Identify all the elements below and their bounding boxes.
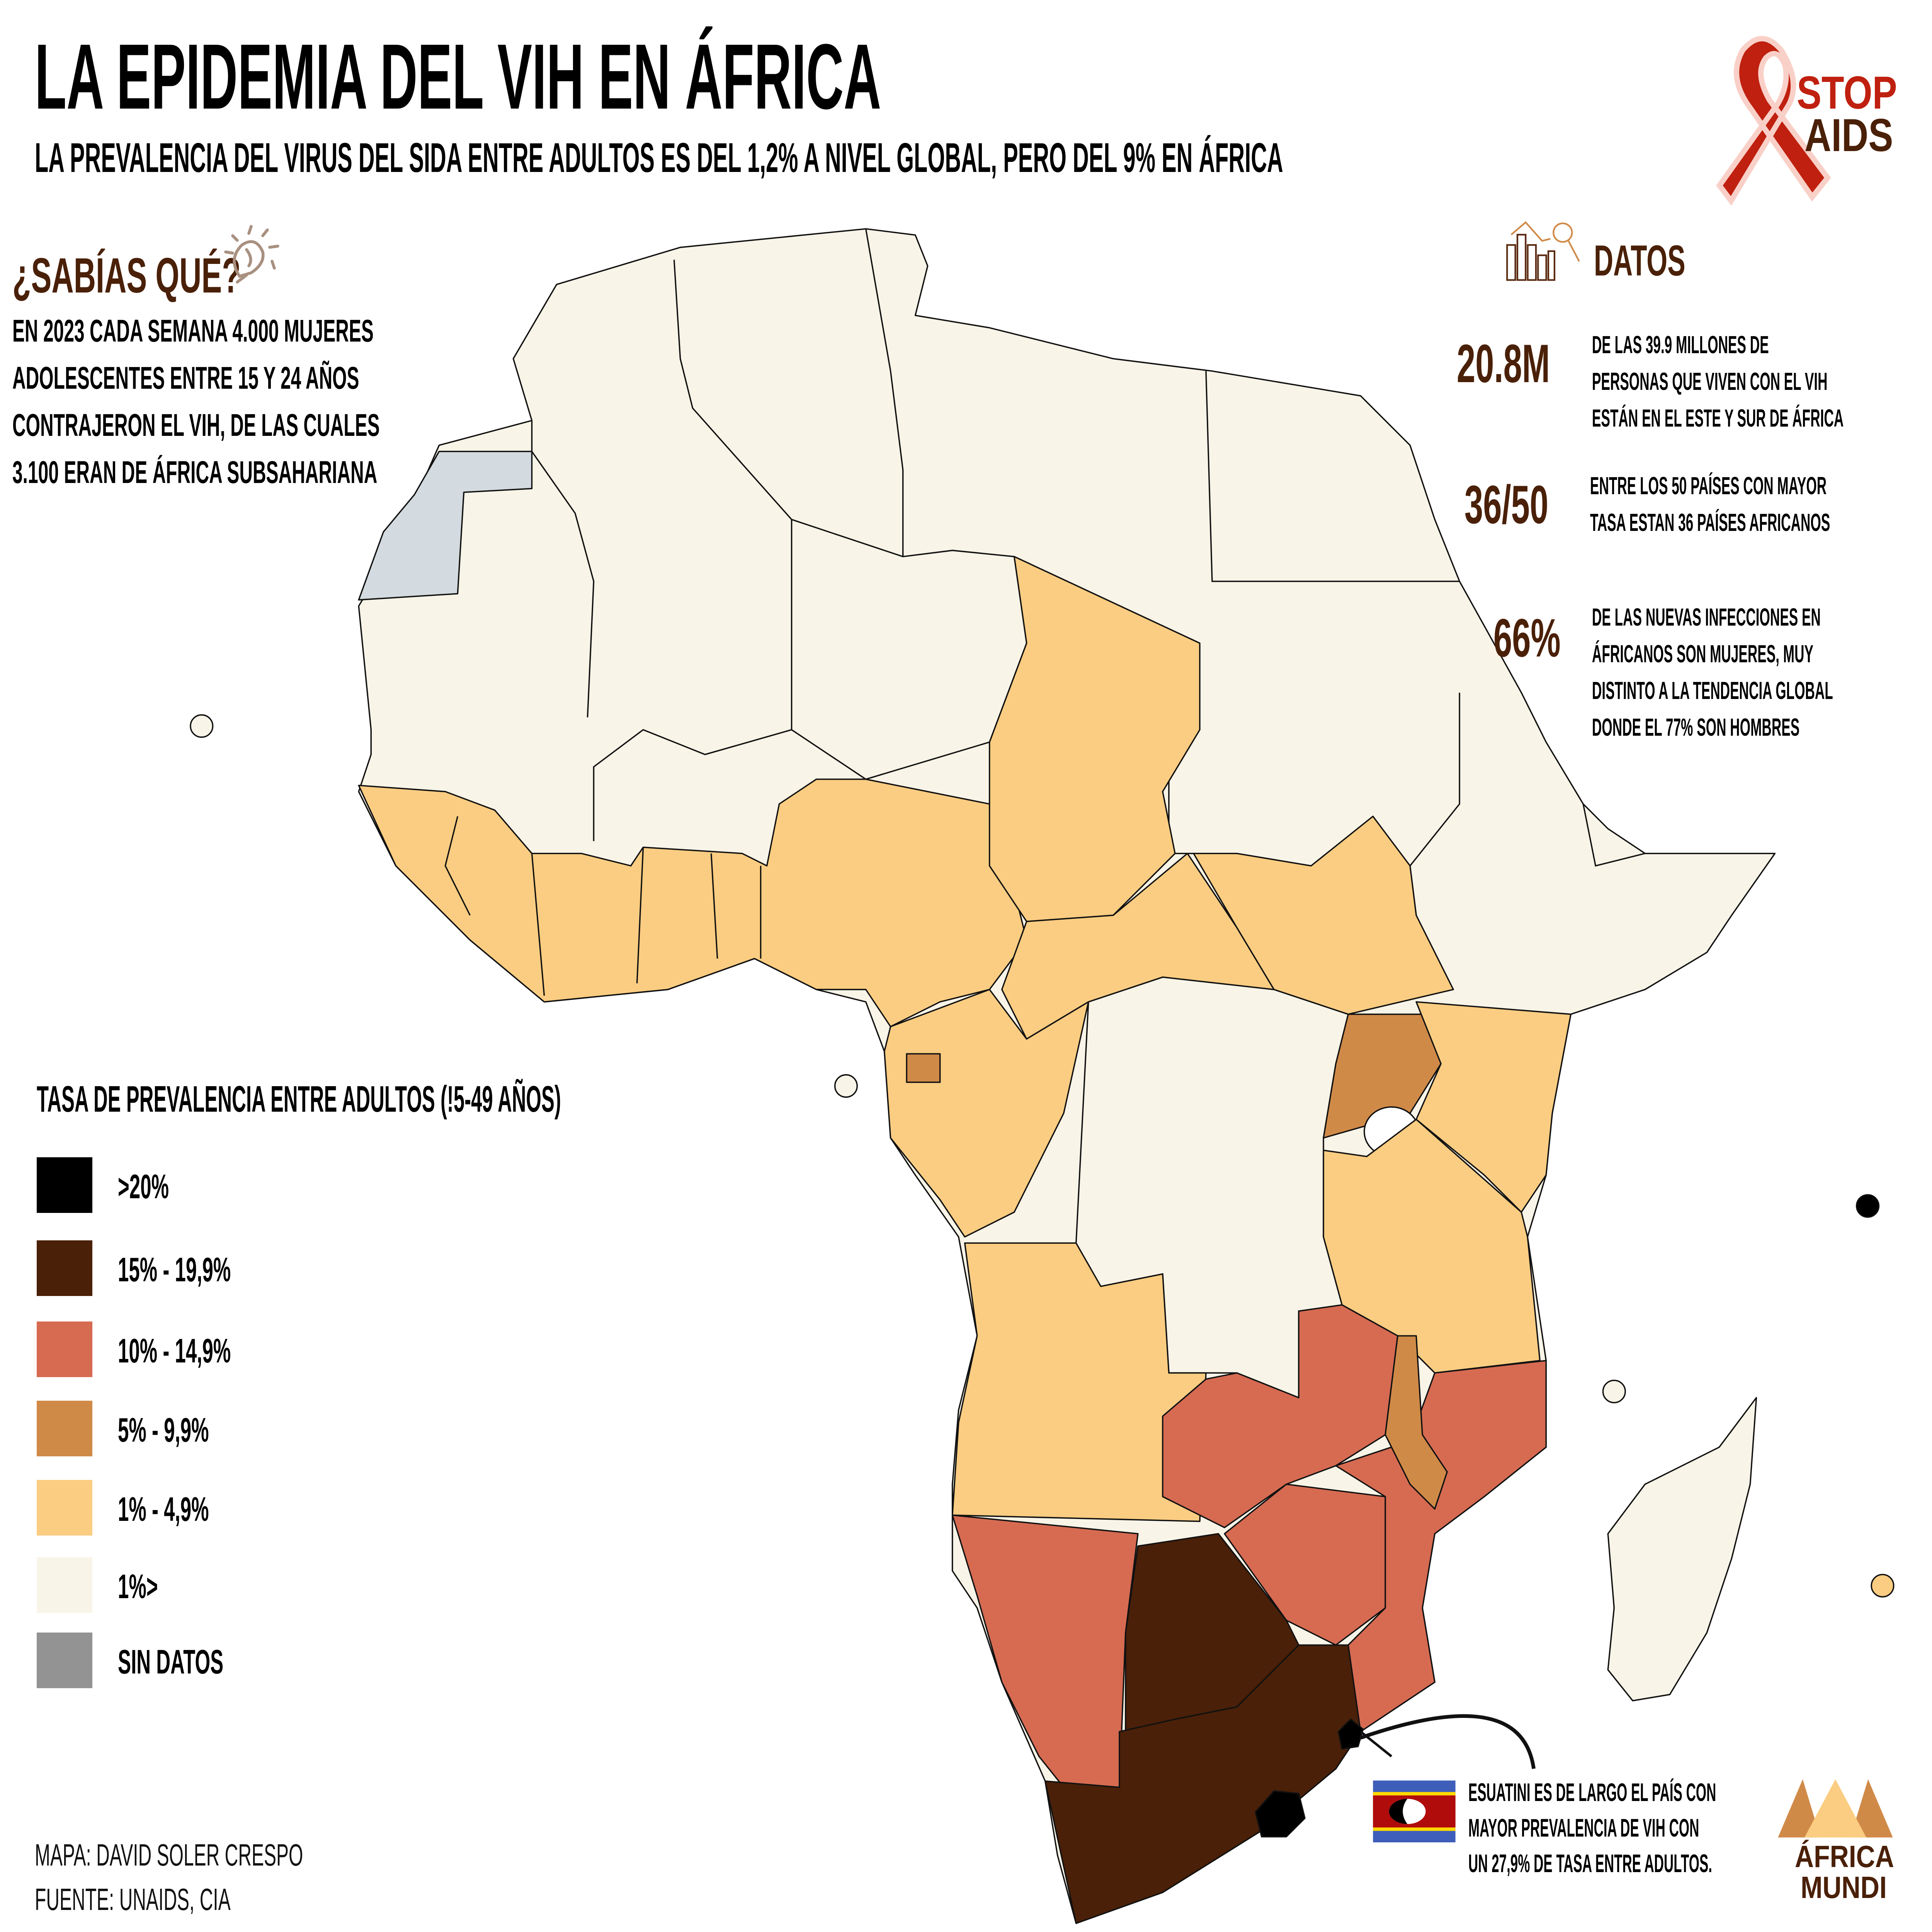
legend-label: 15% - 19,9%: [118, 1250, 231, 1289]
legend-swatch: [37, 1157, 92, 1213]
legend-label: 5% - 9,9%: [118, 1411, 209, 1449]
legend-swatch: [37, 1633, 92, 1688]
region-1-4.9: [952, 1242, 1207, 1522]
legend-swatch: [37, 1321, 92, 1377]
region-5-9.9: [906, 1053, 941, 1083]
border: [636, 847, 644, 983]
border: [593, 519, 793, 841]
mountains-icon: [1778, 1779, 1893, 1838]
fact-text: TASA ESTAN 36 PAÍSES AFRICANOS: [1590, 509, 1830, 536]
callout-line: [1360, 1730, 1393, 1757]
fact-text: DONDE EL 77% SON HOMBRES: [1592, 713, 1800, 741]
legend-label: >20%: [118, 1167, 169, 1206]
fact-text: ENTRE LOS 50 PAÍSES CON MAYOR: [1590, 472, 1827, 500]
border: [444, 816, 471, 916]
fact-line: 3.100 ERAN DE ÁFRICA SUBSAHARIANA: [12, 455, 378, 490]
legend-label: SIN DATOS: [118, 1643, 224, 1681]
island-cape-verde: [190, 714, 214, 738]
logo-africa: ÁFRICA: [1795, 1839, 1894, 1874]
legend-label: 10% - 14,9%: [118, 1332, 231, 1370]
page-subtitle: LA PREVALENCIA DEL VIRUS DEL SIDA ENTRE …: [35, 134, 1283, 181]
madagascar: [1607, 1397, 1757, 1702]
region-1-4.9: [1323, 1119, 1541, 1374]
region-no-data: [358, 451, 533, 601]
fact-text: DE LAS 39.9 MILLONES DE: [1592, 331, 1769, 359]
legend-title: TASA DE PREVALENCIA ENTRE ADULTOS (!5-49…: [37, 1078, 561, 1120]
island-seychelles: [1855, 1194, 1880, 1218]
island-sao-tome: [834, 1074, 858, 1098]
red-ribbon-icon: [1716, 36, 1831, 206]
fact-text: PERSONAS QUE VIVEN CON EL VIH: [1592, 367, 1828, 395]
callout-text: ESUATINI ES DE LARGO EL PAÍS CON: [1468, 1778, 1716, 1806]
legend-swatch: [37, 1480, 92, 1536]
region-5-9.9: [1384, 1335, 1448, 1510]
fact-line: EN 2023 CADA SEMANA 4.000 MUJERES: [12, 313, 374, 349]
fact-number: 20.8M: [1457, 333, 1550, 394]
stop-aids-logo: STOP AIDS: [1673, 15, 1913, 216]
eswatini-flag: [1373, 1781, 1456, 1842]
legend-label: 1%>: [118, 1567, 158, 1605]
region-over-20: [1255, 1790, 1306, 1838]
legend-label: 1% - 4,9%: [118, 1490, 209, 1528]
page-title: LA EPIDEMIA DEL VIH EN ÁFRICA: [35, 25, 881, 128]
did-you-know-heading: ¿SABÍAS QUÉ?: [12, 248, 241, 303]
island-mauritius: [1871, 1574, 1895, 1598]
chart-magnifier-icon: [1506, 221, 1580, 281]
legend-swatch: [37, 1240, 92, 1296]
callout-text: MAYOR PREVALENCIA DE VIH CON: [1468, 1813, 1699, 1842]
facts-heading: DATOS: [1594, 236, 1685, 285]
callout-text: UN 27,9% DE TASA ENTRE ADULTOS.: [1468, 1849, 1713, 1878]
fact-text: ÁFRICANOS SON MUJERES, MUY: [1592, 640, 1814, 668]
fact-line: ADOLESCENTES ENTRE 15 Y 24 AÑOS: [12, 361, 359, 396]
logo-aids: AIDS: [1804, 109, 1893, 161]
region-1-4.9: [883, 989, 1089, 1238]
border: [865, 228, 904, 557]
border: [531, 853, 545, 996]
fact-number: 36/50: [1464, 474, 1549, 535]
island-comoros: [1602, 1379, 1626, 1403]
credit-source: FUENTE: UNAIDS, CIA: [35, 1882, 231, 1917]
logo-mundi: MUNDI: [1801, 1870, 1887, 1905]
fact-text: DE LAS NUEVAS INFECCIONES EN: [1592, 603, 1821, 631]
region-10-14.9: [952, 1514, 1139, 1788]
fact-number: 66%: [1493, 607, 1561, 668]
border: [673, 260, 1200, 644]
border: [710, 853, 718, 959]
border: [1205, 371, 1460, 582]
border: [1582, 804, 1645, 867]
lightbulb-icon: [224, 225, 279, 284]
fact-line: CONTRAJERON EL VIH, DE LAS CUALES: [12, 408, 380, 443]
logo-stop: STOP: [1797, 67, 1897, 119]
callout-line: [1360, 1714, 1536, 1769]
region-1-4.9: [1193, 815, 1454, 1015]
region-15-19.9: [1044, 1644, 1361, 1924]
africa-mundi-logo: ÁFRICA MUNDI: [1777, 1777, 1894, 1909]
legend-swatch: [37, 1557, 92, 1613]
border: [531, 420, 595, 718]
fact-text: ESTÁN EN EL ESTE Y SUR DE ÁFRICA: [1592, 404, 1844, 432]
credit-map: MAPA: DAVID SOLER CRESPO: [35, 1838, 303, 1872]
legend-swatch: [37, 1401, 92, 1456]
fact-text: DISTINTO A LA TENDENCIA GLOBAL: [1592, 677, 1833, 704]
region-1-4.9: [1001, 852, 1275, 1040]
